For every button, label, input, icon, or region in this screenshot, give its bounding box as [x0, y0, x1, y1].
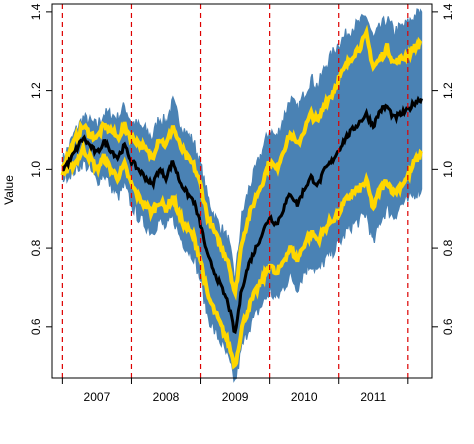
y-tick-label: 0.8: [29, 239, 43, 256]
y-tick-label-right: 1.0: [441, 161, 455, 178]
x-tick-label: 2007: [84, 390, 111, 404]
inner-lower-line: [60, 139, 423, 370]
bands-layer: [61, 8, 423, 383]
y-tick-label-right: 1.4: [441, 3, 455, 20]
right-axis: 0.6 0.8 1.0 1.2 1.4: [432, 3, 455, 335]
y-axis-label: Value: [2, 175, 16, 205]
left-axis: 0.6 0.8 1.0 1.2 1.4: [29, 3, 52, 335]
inner-band-area: [62, 32, 422, 366]
y-tick-label: 1.4: [29, 3, 43, 20]
x-tick-label: 2010: [291, 390, 318, 404]
x-tick-label: 2011: [360, 390, 386, 404]
x-tick-label: 2008: [153, 390, 180, 404]
bottom-axis: 2007 2008 2009 2010 2011: [61, 378, 409, 404]
plot-frame: [51, 3, 433, 379]
y-tick-label-right: 1.2: [441, 82, 455, 99]
y-tick-label: 1.2: [29, 82, 43, 99]
y-tick-label: 0.6: [29, 318, 43, 335]
y-tick-label: 1.0: [29, 161, 43, 178]
x-tick-label: 2009: [222, 390, 249, 404]
y-tick-label-right: 0.8: [441, 239, 455, 256]
inner-upper-line: [60, 24, 423, 301]
y-tick-label-right: 0.6: [441, 318, 455, 335]
center-line: [62, 95, 424, 335]
lines-layer: [60, 24, 424, 370]
